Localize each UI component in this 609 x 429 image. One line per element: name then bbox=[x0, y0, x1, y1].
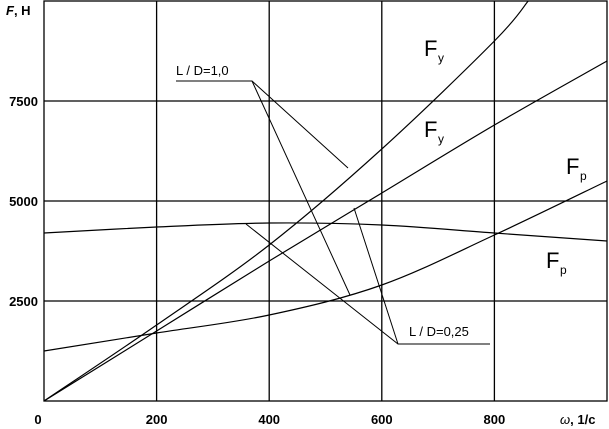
series-line-fp-flat bbox=[43, 222, 608, 242]
y-axis-label: F, H bbox=[6, 3, 31, 18]
x-tick-label: 800 bbox=[484, 412, 506, 427]
x-axis-label: ω, 1/c bbox=[560, 412, 595, 427]
svg-text:y: y bbox=[438, 51, 444, 65]
svg-text:y: y bbox=[438, 132, 444, 146]
series-label-fy-lower: F y bbox=[424, 117, 444, 146]
series-line-fy-upper bbox=[43, 0, 529, 402]
leader-ld-1-a bbox=[176, 80, 349, 169]
grid-lines bbox=[43, 0, 608, 402]
annotation-leaders bbox=[176, 80, 490, 345]
tick-labels: 0 200 400 600 800 2500 5000 7500 bbox=[9, 94, 505, 427]
svg-text:F: F bbox=[566, 154, 579, 179]
series-line-fy-lower bbox=[43, 60, 608, 402]
svg-text:F: F bbox=[424, 117, 437, 142]
series-label-fp-upper: F p bbox=[566, 154, 587, 183]
x-tick-label: 400 bbox=[258, 412, 280, 427]
leader-ld-1-b bbox=[251, 80, 351, 296]
y-tick-label: 2500 bbox=[9, 294, 38, 309]
svg-text:p: p bbox=[580, 169, 587, 183]
y-tick-label: 5000 bbox=[9, 194, 38, 209]
svg-text:p: p bbox=[560, 263, 567, 277]
series-lines bbox=[43, 0, 608, 402]
svg-text:F: F bbox=[546, 248, 559, 273]
x-tick-label: 200 bbox=[146, 412, 168, 427]
annotation-ld-1: L / D=1,0 bbox=[176, 63, 229, 78]
series-label-fy-upper: F y bbox=[424, 36, 444, 65]
y-tick-label: 7500 bbox=[9, 94, 38, 109]
leader-ld-025-b bbox=[353, 207, 399, 345]
annotation-ld-025: L / D=0,25 bbox=[409, 324, 469, 339]
series-label-fp-lower: F p bbox=[546, 248, 567, 277]
svg-text:F: F bbox=[424, 36, 437, 61]
series-line-fp-rising bbox=[43, 180, 608, 352]
x-tick-label: 0 bbox=[34, 412, 41, 427]
x-tick-label: 600 bbox=[371, 412, 393, 427]
